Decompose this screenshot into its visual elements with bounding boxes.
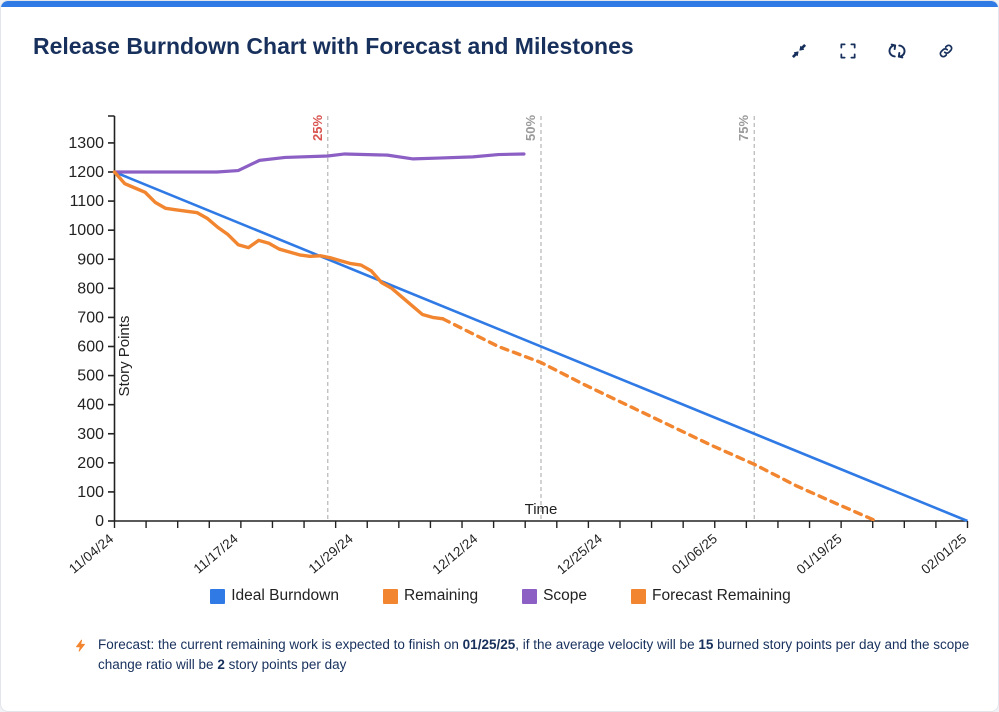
- svg-text:1000: 1000: [68, 222, 104, 239]
- svg-text:75%: 75%: [736, 115, 751, 141]
- svg-text:1300: 1300: [68, 135, 104, 152]
- svg-text:11/29/24: 11/29/24: [306, 531, 357, 577]
- svg-text:02/01/25: 02/01/25: [918, 531, 969, 577]
- svg-text:Story Points: Story Points: [116, 316, 133, 397]
- svg-text:300: 300: [77, 426, 104, 443]
- svg-text:12/25/24: 12/25/24: [554, 531, 605, 577]
- svg-text:01/06/25: 01/06/25: [669, 531, 720, 577]
- svg-text:100: 100: [77, 484, 104, 501]
- svg-text:50%: 50%: [523, 115, 538, 141]
- svg-text:600: 600: [77, 339, 104, 356]
- svg-text:700: 700: [77, 309, 104, 326]
- svg-text:200: 200: [77, 455, 104, 472]
- svg-text:25%: 25%: [310, 115, 325, 141]
- svg-text:11/17/24: 11/17/24: [191, 531, 242, 577]
- svg-text:11/04/24: 11/04/24: [66, 531, 117, 577]
- svg-text:1200: 1200: [68, 164, 104, 181]
- svg-text:1100: 1100: [70, 193, 105, 210]
- svg-text:0: 0: [95, 513, 104, 530]
- svg-text:500: 500: [77, 368, 104, 385]
- svg-text:800: 800: [77, 280, 104, 297]
- svg-text:01/19/25: 01/19/25: [794, 531, 845, 577]
- svg-text:900: 900: [77, 251, 104, 268]
- svg-text:400: 400: [77, 397, 104, 414]
- svg-text:12/12/24: 12/12/24: [430, 531, 481, 577]
- svg-text:Time: Time: [525, 501, 558, 518]
